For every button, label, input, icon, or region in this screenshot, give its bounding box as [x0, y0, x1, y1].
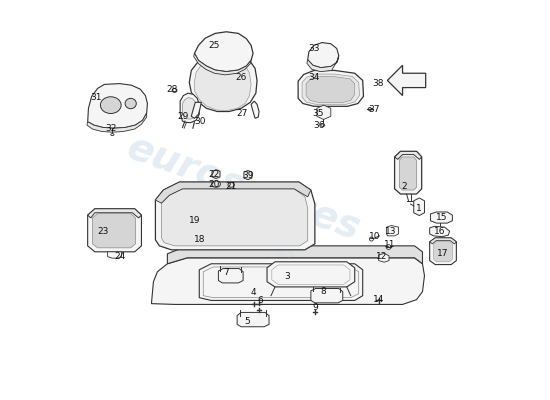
Polygon shape	[267, 262, 355, 287]
Ellipse shape	[111, 134, 114, 136]
Polygon shape	[218, 268, 243, 283]
Text: 30: 30	[194, 116, 206, 126]
Text: 31: 31	[91, 93, 102, 102]
Text: 11: 11	[384, 240, 395, 249]
Polygon shape	[156, 182, 315, 250]
Polygon shape	[161, 189, 307, 246]
Text: 29: 29	[178, 112, 189, 121]
Text: 27: 27	[236, 109, 248, 118]
Text: 23: 23	[97, 227, 108, 236]
Circle shape	[370, 237, 373, 241]
Text: 26: 26	[235, 73, 247, 82]
Text: 21: 21	[226, 182, 237, 190]
Ellipse shape	[228, 182, 234, 187]
Polygon shape	[194, 53, 251, 75]
Polygon shape	[298, 70, 364, 106]
Text: 33: 33	[309, 44, 320, 53]
Polygon shape	[167, 246, 422, 264]
Text: 37: 37	[368, 105, 380, 114]
Polygon shape	[199, 264, 362, 300]
Text: 19: 19	[189, 216, 200, 225]
Text: a passion since 1985: a passion since 1985	[160, 202, 295, 262]
Text: 12: 12	[376, 252, 388, 261]
Polygon shape	[92, 214, 135, 248]
Polygon shape	[87, 209, 141, 252]
Polygon shape	[87, 113, 147, 132]
Ellipse shape	[101, 97, 121, 114]
Polygon shape	[414, 198, 425, 216]
Text: 20: 20	[208, 180, 220, 189]
Text: 25: 25	[208, 41, 220, 50]
Text: 10: 10	[369, 232, 381, 241]
Ellipse shape	[368, 108, 371, 111]
Polygon shape	[87, 84, 147, 128]
Text: 7: 7	[223, 268, 229, 277]
Text: 35: 35	[312, 109, 324, 118]
Polygon shape	[189, 53, 257, 112]
Ellipse shape	[439, 229, 442, 230]
Polygon shape	[433, 242, 453, 262]
Polygon shape	[307, 42, 339, 68]
Text: 28: 28	[167, 85, 178, 94]
Polygon shape	[195, 58, 251, 111]
Polygon shape	[317, 105, 331, 120]
Text: 3: 3	[284, 272, 290, 281]
Polygon shape	[180, 93, 199, 123]
Polygon shape	[399, 157, 416, 190]
Text: 6: 6	[257, 296, 263, 305]
Polygon shape	[387, 65, 426, 96]
Ellipse shape	[212, 181, 221, 187]
Text: 15: 15	[436, 214, 447, 222]
Polygon shape	[430, 238, 456, 264]
Polygon shape	[311, 288, 343, 303]
Polygon shape	[431, 212, 453, 223]
Polygon shape	[87, 209, 141, 218]
Text: 16: 16	[433, 226, 445, 236]
Text: 38: 38	[372, 79, 383, 88]
Polygon shape	[387, 226, 399, 236]
Text: 18: 18	[194, 234, 205, 244]
Polygon shape	[302, 74, 360, 104]
Polygon shape	[212, 170, 220, 178]
Text: 5: 5	[244, 317, 250, 326]
Text: 39: 39	[242, 171, 254, 180]
Ellipse shape	[321, 124, 325, 126]
Polygon shape	[195, 32, 253, 72]
Text: 17: 17	[437, 249, 448, 258]
Text: 14: 14	[373, 295, 384, 304]
Polygon shape	[430, 226, 449, 237]
Text: 24: 24	[114, 252, 125, 261]
Ellipse shape	[125, 98, 136, 109]
Text: 4: 4	[250, 288, 256, 297]
Polygon shape	[151, 258, 425, 304]
Text: 9: 9	[312, 303, 318, 312]
Circle shape	[386, 245, 391, 250]
Text: 2: 2	[402, 182, 408, 190]
Polygon shape	[306, 76, 355, 102]
Polygon shape	[237, 312, 269, 327]
Polygon shape	[244, 170, 252, 180]
Polygon shape	[307, 56, 339, 72]
Polygon shape	[191, 102, 201, 118]
Text: 8: 8	[320, 287, 326, 296]
Polygon shape	[394, 151, 422, 194]
Text: eurospares: eurospares	[121, 128, 365, 248]
Text: 34: 34	[309, 73, 320, 82]
Polygon shape	[156, 182, 311, 203]
Text: 1: 1	[416, 204, 422, 213]
Polygon shape	[183, 98, 197, 119]
Text: 36: 36	[313, 120, 324, 130]
Polygon shape	[108, 252, 122, 258]
Text: 32: 32	[105, 124, 117, 133]
Polygon shape	[251, 101, 259, 118]
Polygon shape	[394, 151, 422, 159]
Polygon shape	[378, 254, 389, 262]
Text: 22: 22	[209, 170, 220, 178]
Polygon shape	[430, 238, 456, 244]
Text: 13: 13	[385, 227, 397, 236]
